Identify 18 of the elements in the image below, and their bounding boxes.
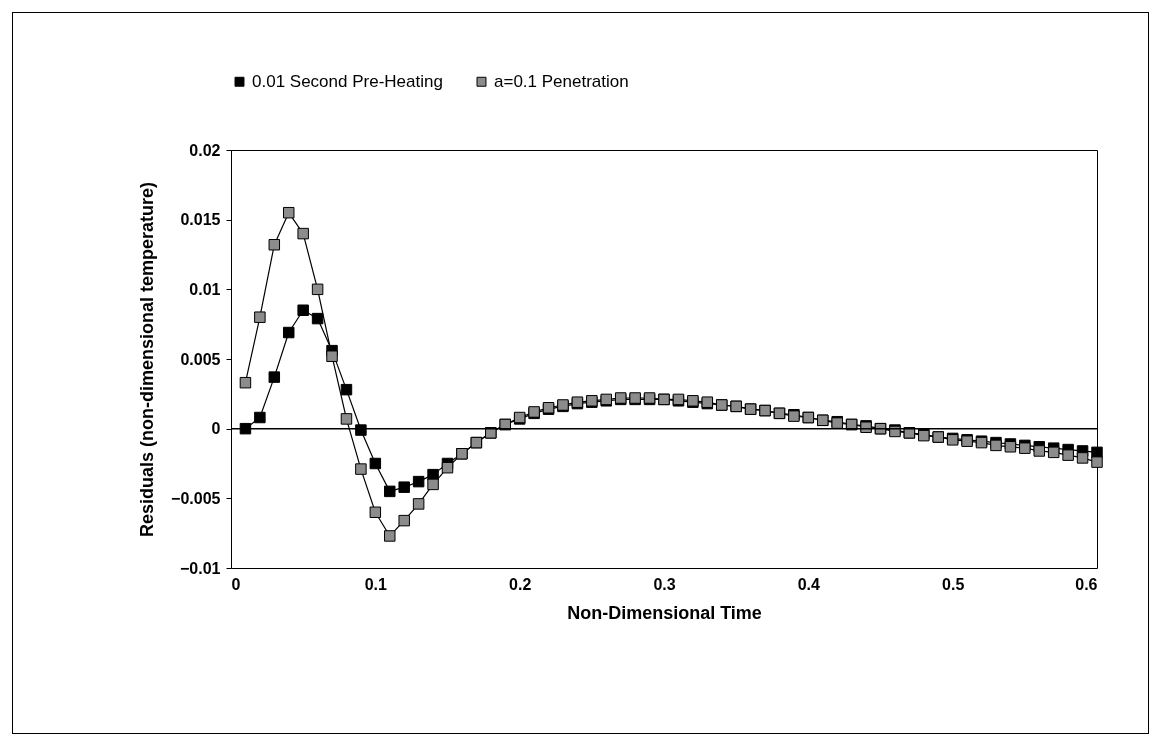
y-tick-label: 0: [211, 420, 221, 438]
x-tick-label: 0.4: [797, 575, 821, 593]
x-tick-label: 0: [231, 575, 241, 593]
y-tick-label: 0.02: [189, 141, 221, 159]
x-tick-label: 0.1: [364, 575, 388, 593]
y-tick-label: 0.01: [189, 280, 221, 298]
legend-label: 0.01 Second Pre-Heating: [252, 71, 443, 91]
legend-label: a=0.1 Penetration: [494, 71, 629, 91]
y-tick-label: −0.005: [171, 489, 221, 507]
y-tick-label: −0.01: [180, 559, 221, 577]
y-tick-label: 0.015: [180, 211, 221, 229]
x-tick-label: 0.3: [653, 575, 676, 593]
y-tick-label: 0.005: [180, 350, 221, 368]
x-tick-label: 0.5: [942, 575, 965, 593]
x-tick-label: 0.6: [1075, 575, 1098, 593]
x-tick-label: 0.2: [509, 575, 532, 593]
x-axis-title: Non-Dimensional Time: [567, 602, 762, 623]
y-axis-title: Residuals (non-dimensional temperature): [137, 181, 158, 538]
